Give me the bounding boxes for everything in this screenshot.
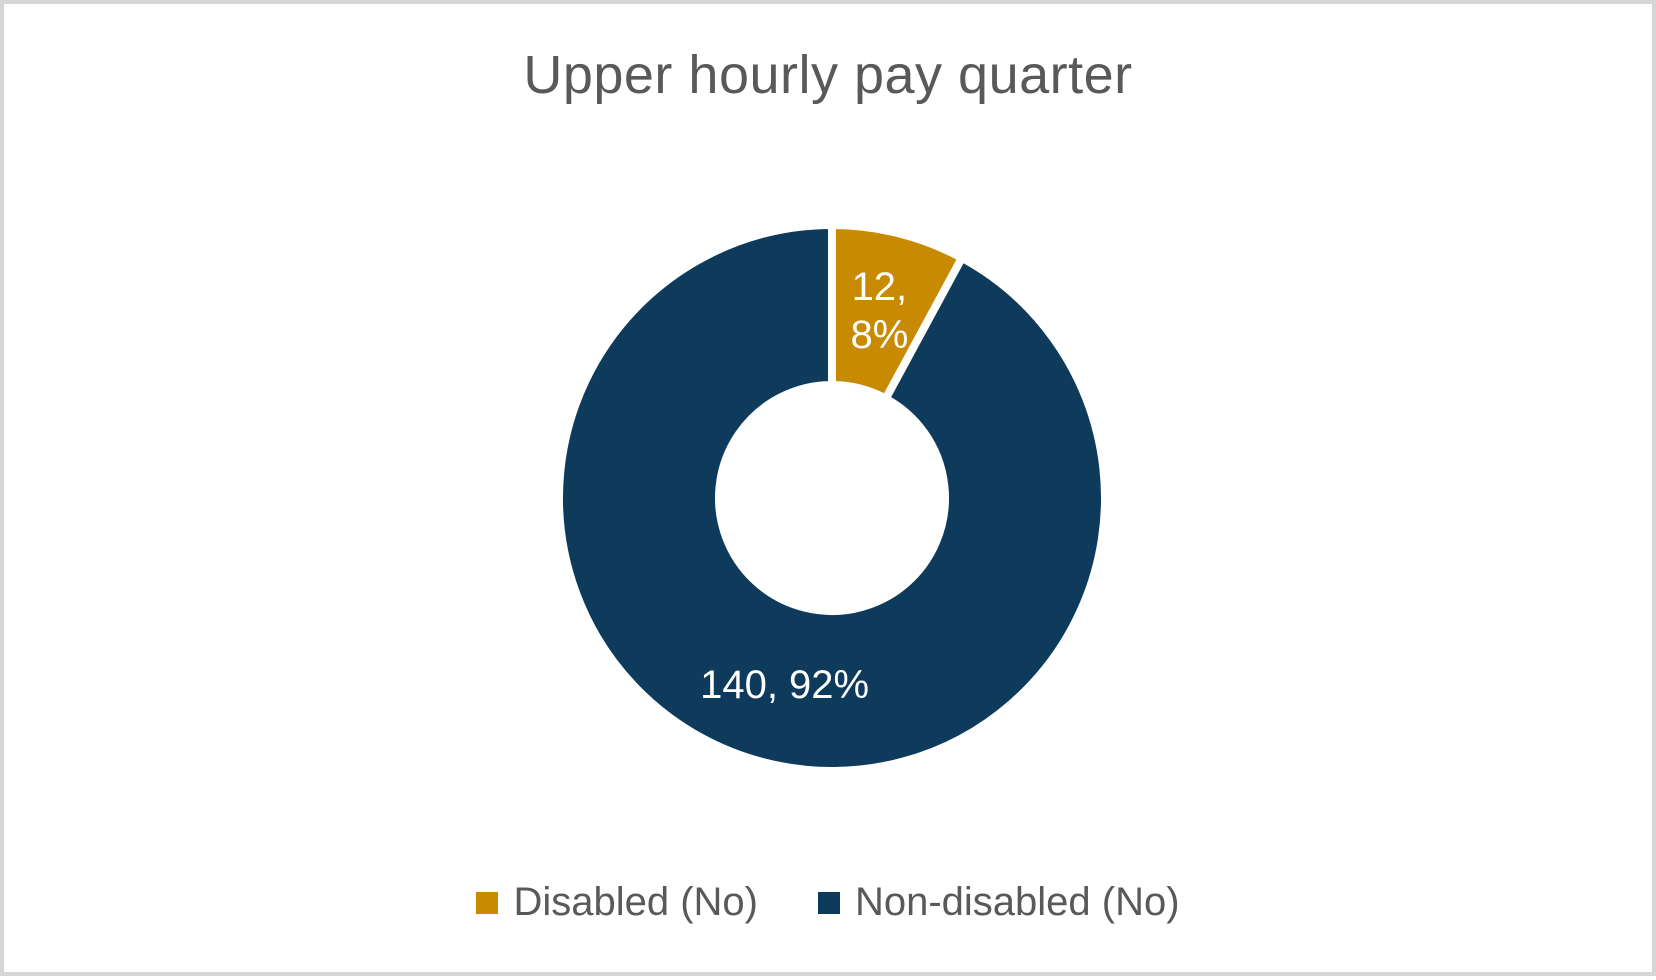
chart-title: Upper hourly pay quarter xyxy=(523,45,1133,105)
legend-item-non-disabled: Non-disabled (No) xyxy=(817,880,1180,925)
legend-swatch-non-disabled-icon xyxy=(817,891,840,914)
pie-slice-non-disabled xyxy=(555,220,1109,775)
data-label-non-disabled: 140, 92% xyxy=(700,663,869,707)
legend-item-disabled: Disabled (No) xyxy=(476,880,758,925)
data-label-disabled: 12, 8% xyxy=(850,265,908,357)
legend-label-non-disabled: Non-disabled (No) xyxy=(854,880,1180,924)
chart-legend: Disabled (No) Non-disabled (No) xyxy=(4,880,1652,925)
legend-swatch-disabled-icon xyxy=(476,891,499,914)
donut-plot: 12, 8% 140, 92% xyxy=(555,220,1109,775)
legend-label-disabled: Disabled (No) xyxy=(513,880,758,924)
